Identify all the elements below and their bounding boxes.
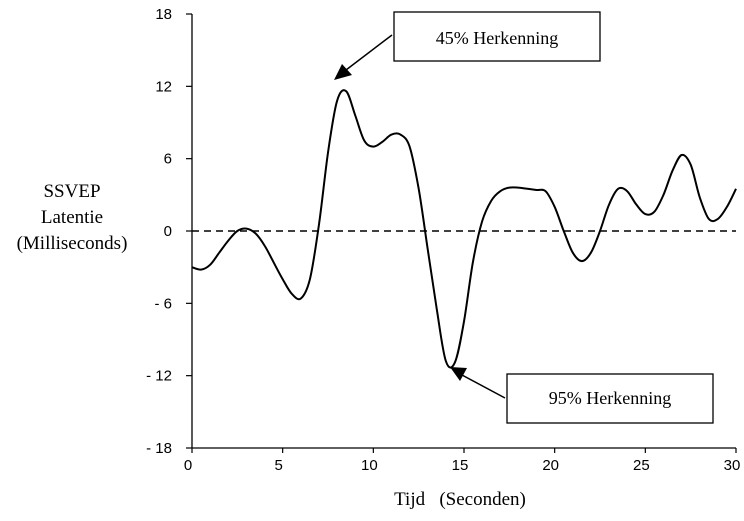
- x-tick-label: 0: [184, 457, 192, 474]
- annotation-45: 45% Herkenning: [334, 11, 601, 80]
- y-tick-label: - 18: [146, 440, 172, 457]
- x-axis-title: Tijd (Seconden): [394, 489, 526, 510]
- annotation-45-box: [393, 11, 601, 62]
- annotation-95: 95% Herkenning: [450, 367, 714, 424]
- annotation-45-arrow-line: [345, 34, 393, 71]
- y-tick-label: 6: [164, 151, 172, 168]
- annotation-95-label: 95% Herkenning: [549, 388, 671, 408]
- y-tick-label: 12: [155, 78, 172, 95]
- x-tick-label: 5: [274, 457, 282, 474]
- series: [191, 89, 737, 369]
- tick-labels: 18 12 6 0 - 6 - 12 - 18 0 5 10 15 20 25 30: [146, 6, 740, 474]
- annotation-45-label: 45% Herkenning: [436, 28, 558, 48]
- y-tick-label: 0: [164, 223, 172, 240]
- annotation-95-arrow-line: [461, 374, 506, 399]
- y-tick-label: - 12: [146, 368, 172, 385]
- annotation-95-box: [506, 373, 714, 424]
- x-tick-label: 20: [542, 457, 559, 474]
- x-tick-label: 25: [633, 457, 650, 474]
- y-axis-title-line-2: Latentie: [41, 207, 103, 228]
- x-tick-label: 10: [361, 457, 378, 474]
- x-tick-label: 30: [724, 457, 741, 474]
- annotation-95-arrowhead: [450, 367, 467, 381]
- y-axis-title: SSVEP Latentie (Milliseconds): [17, 181, 128, 254]
- y-axis-title-line-3: (Milliseconds): [17, 233, 128, 254]
- y-tick-label: - 6: [154, 295, 172, 312]
- latency-series-line: [191, 89, 737, 369]
- annotations: 45% Herkenning 95% Herkenning: [334, 11, 714, 424]
- annotation-45-arrowhead: [334, 64, 352, 80]
- x-tick-label: 15: [452, 457, 469, 474]
- y-tick-label: 18: [155, 6, 172, 23]
- y-axis-title-line-1: SSVEP: [43, 181, 100, 202]
